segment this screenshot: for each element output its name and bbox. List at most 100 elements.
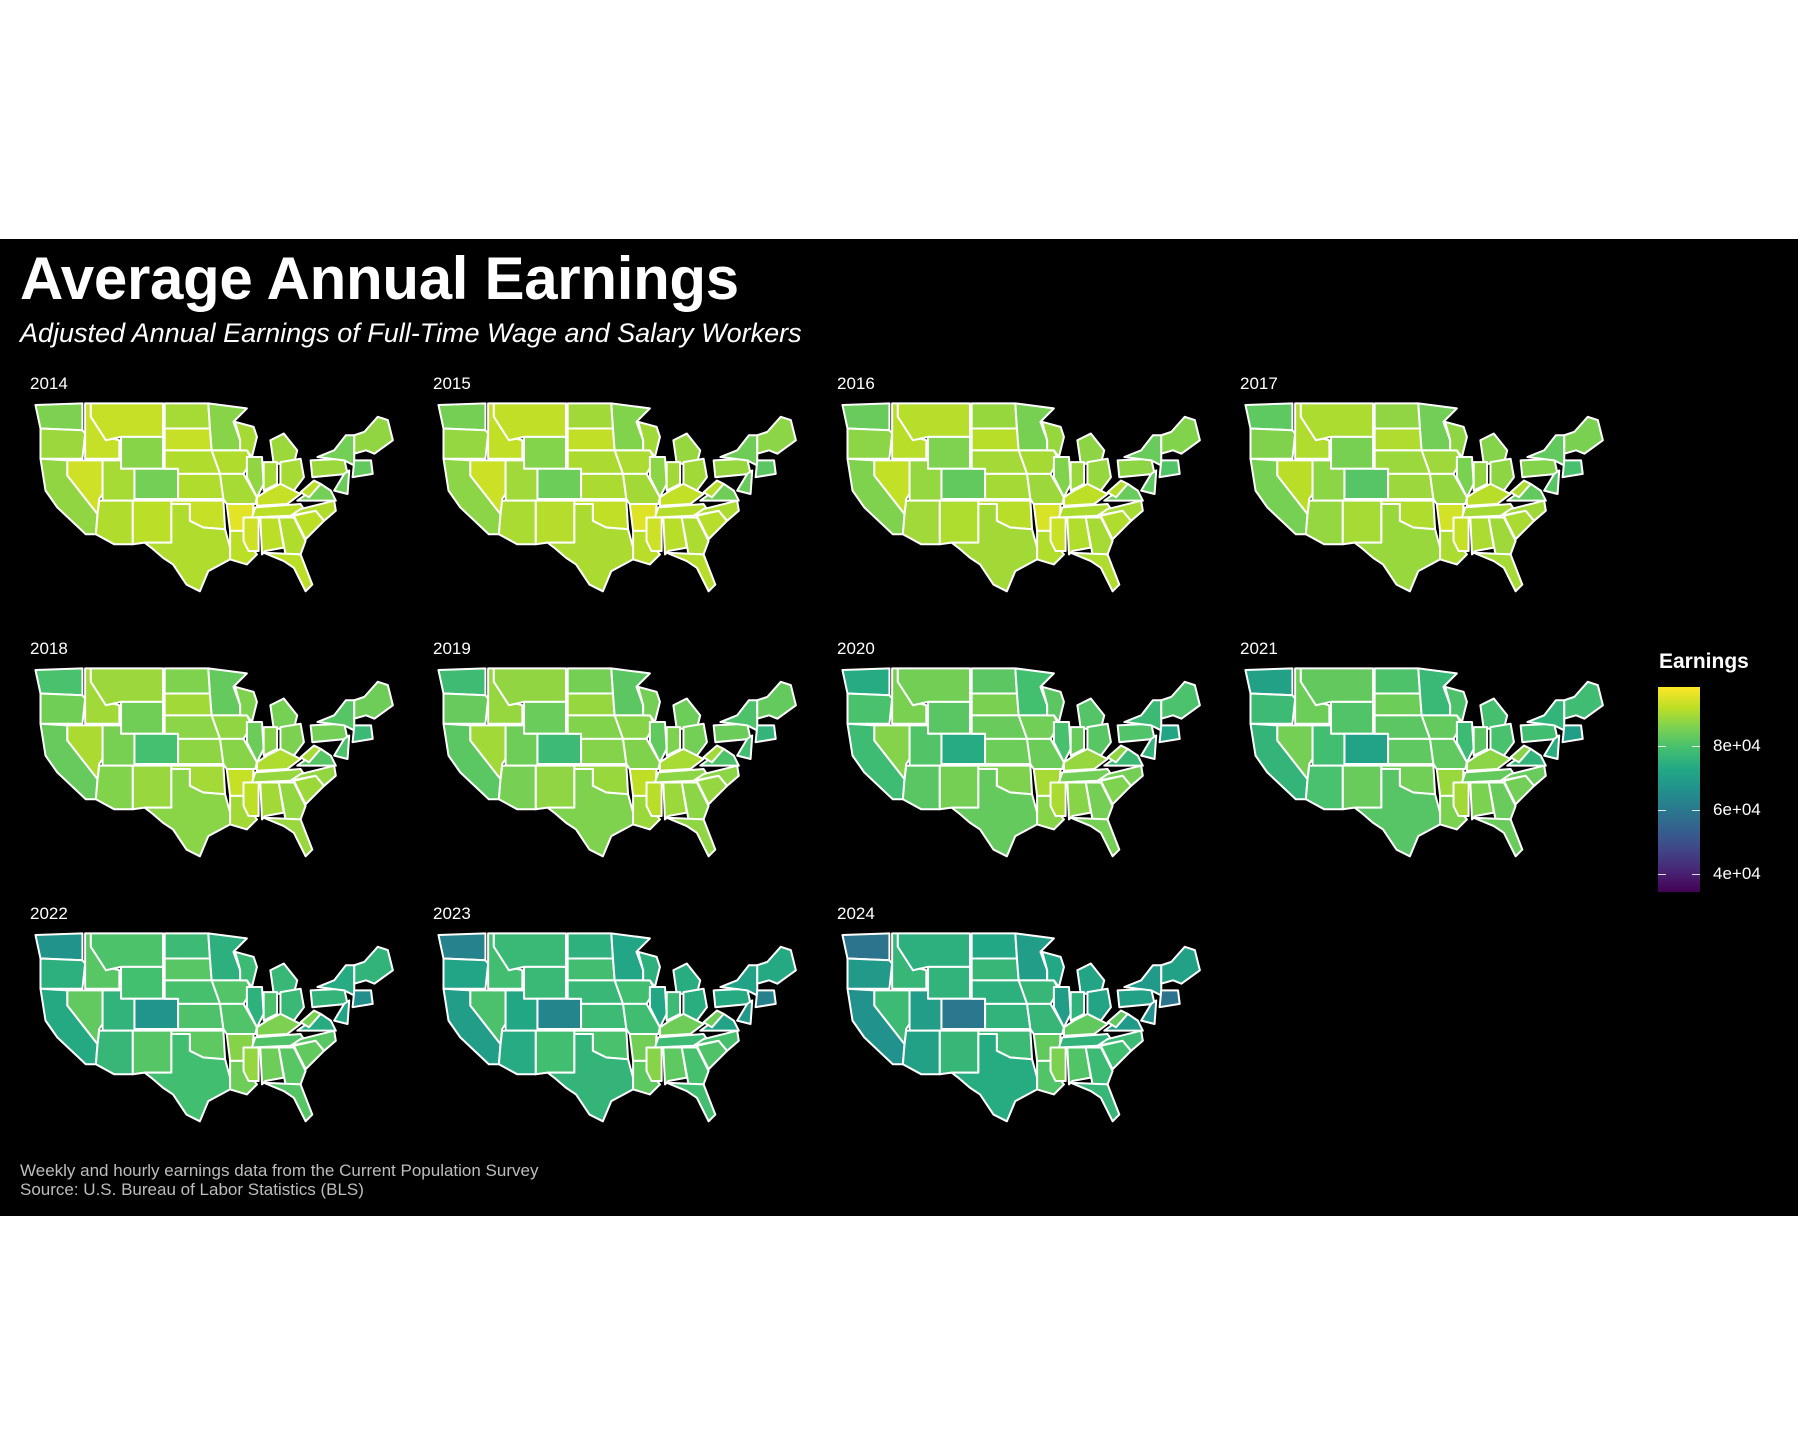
state-mt [896,667,971,707]
state-nd [1373,402,1421,430]
state-wv [1509,479,1532,499]
state-nm [1341,499,1383,546]
state-co [536,997,583,1031]
state-pa [309,457,349,479]
state-nc [692,1029,740,1052]
state-ms [1452,516,1470,553]
state-in [665,461,682,492]
state-sd [163,427,213,452]
state-mt [492,402,567,442]
us-choropleth-map [1244,667,1604,858]
state-il [648,456,668,499]
state-sd [1373,692,1423,717]
state-in [665,726,682,757]
state-ma_ct_ri [1561,459,1584,479]
state-wa [1244,667,1294,697]
map-panel-2016: 2016 [837,374,1237,634]
state-az [901,764,941,811]
map-panel-2020: 2020 [837,639,1237,899]
state-ga [1487,781,1517,821]
state-wy [927,435,971,470]
state-ga [277,1046,307,1086]
state-co [133,997,180,1031]
state-ks [177,472,225,501]
state-wi [234,685,258,724]
state-il [1052,986,1072,1029]
panel-year-label: 2015 [433,374,471,393]
state-ks [1387,737,1435,766]
state-nj_md_de [333,469,351,495]
state-wa [34,932,84,962]
state-il [1052,456,1072,499]
state-nm [938,764,980,811]
state-ma_ct_ri [351,989,374,1009]
state-ks [984,737,1032,766]
state-or [39,957,87,990]
state-tx [950,503,1039,593]
state-me_vt_nh [353,680,394,720]
state-nj_md_de [333,999,351,1025]
state-al [259,516,285,556]
panel-year-label: 2021 [1240,639,1278,658]
state-nc [289,1029,337,1052]
color-legend: Earnings 8e+04 6e+04 4e+04 [1658,649,1798,899]
state-fl [665,1081,717,1123]
state-fl [665,551,717,593]
state-mo [1026,472,1065,506]
state-ms [1049,781,1067,818]
us-choropleth-map [841,402,1201,593]
state-nj_md_de [333,734,351,760]
state-ga [680,781,710,821]
state-nj_md_de [1140,999,1158,1025]
us-choropleth-map [841,667,1201,858]
state-wa [841,402,891,432]
state-me_vt_nh [1160,945,1201,985]
state-oh [279,722,305,757]
state-az [497,499,537,546]
state-ga [1084,516,1114,556]
state-wi [1041,685,1065,724]
us-choropleth-map [1244,402,1604,593]
state-wv [299,479,322,499]
state-wi [1041,950,1065,989]
state-mi [269,697,299,730]
state-sd [970,427,1020,452]
state-wv [299,744,322,764]
state-wi [234,950,258,989]
state-oh [1489,457,1515,492]
state-me_vt_nh [353,415,394,455]
state-ma_ct_ri [754,989,777,1009]
state-ga [1487,516,1517,556]
state-in [1472,461,1489,492]
state-nc [289,499,337,522]
state-fl [1472,551,1524,593]
state-nc [1499,499,1547,522]
map-panel-2021: 2021 [1240,639,1640,899]
state-az [497,764,537,811]
state-or [1249,692,1297,725]
state-sd [566,957,616,982]
state-me_vt_nh [756,945,797,985]
state-pa [1519,457,1559,479]
state-il [245,986,265,1029]
state-nc [692,499,740,522]
state-nd [163,932,211,960]
legend-tick-label: 4e+04 [1713,864,1761,884]
state-ms [645,1046,663,1083]
state-ky [1062,1012,1109,1037]
map-panel-2024: 2024 [837,904,1237,1164]
state-oh [1086,457,1112,492]
state-pa [1519,722,1559,744]
state-nm [131,499,173,546]
state-ga [680,516,710,556]
state-wv [299,1009,322,1029]
state-wv [1106,744,1129,764]
state-ks [984,472,1032,501]
us-choropleth-map [437,932,797,1123]
state-az [1304,499,1344,546]
legend-colorbar [1658,687,1700,892]
state-tx [143,503,232,593]
state-wy [120,435,164,470]
state-tx [546,503,635,593]
state-nm [534,499,576,546]
